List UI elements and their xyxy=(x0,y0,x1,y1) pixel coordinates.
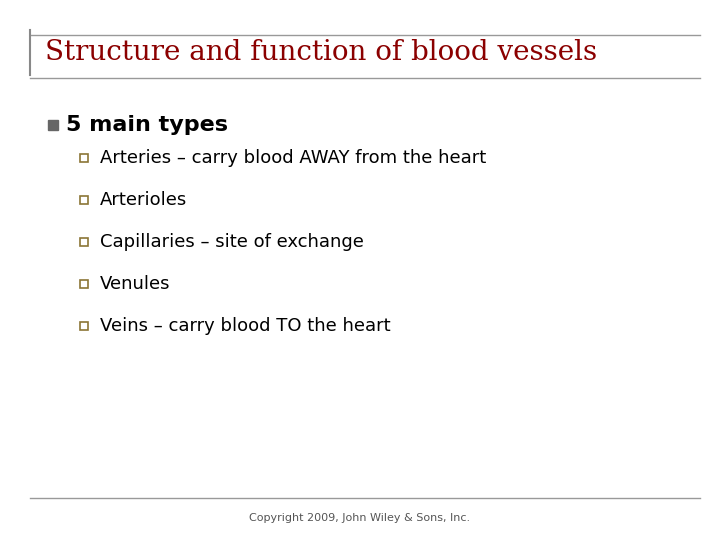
Text: Venules: Venules xyxy=(100,275,171,293)
Text: Structure and function of blood vessels: Structure and function of blood vessels xyxy=(45,39,597,66)
Text: 5 main types: 5 main types xyxy=(66,115,228,135)
Text: Capillaries – site of exchange: Capillaries – site of exchange xyxy=(100,233,364,251)
Bar xyxy=(80,280,88,288)
Bar xyxy=(80,238,88,246)
Text: Veins – carry blood TO the heart: Veins – carry blood TO the heart xyxy=(100,317,391,335)
Text: Arterioles: Arterioles xyxy=(100,191,187,209)
Bar xyxy=(80,154,88,162)
Text: Copyright 2009, John Wiley & Sons, Inc.: Copyright 2009, John Wiley & Sons, Inc. xyxy=(249,513,471,523)
Bar xyxy=(48,120,58,130)
Text: Arteries – carry blood AWAY from the heart: Arteries – carry blood AWAY from the hea… xyxy=(100,149,486,167)
Bar xyxy=(80,322,88,330)
Bar xyxy=(80,196,88,204)
